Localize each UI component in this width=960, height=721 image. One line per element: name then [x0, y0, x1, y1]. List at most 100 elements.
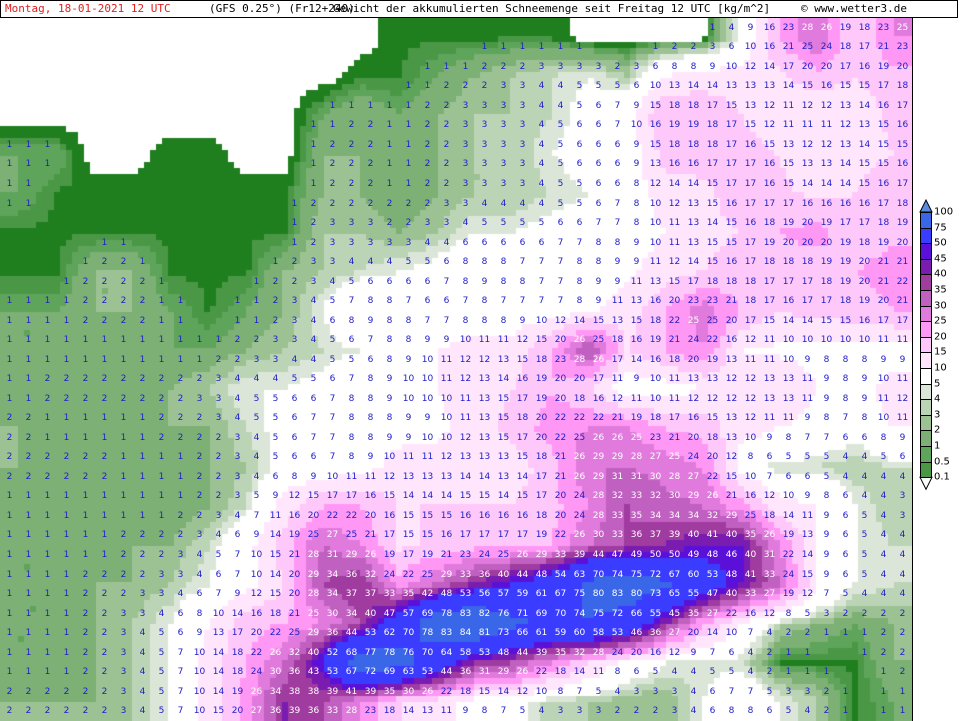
- grid-value: 17: [839, 218, 852, 229]
- grid-value: 14: [706, 81, 719, 92]
- grid-value: 4: [538, 159, 545, 170]
- grid-value: 1: [6, 374, 13, 385]
- grid-value: 1: [120, 335, 127, 346]
- copyright-link[interactable]: © www.wetter3.de: [801, 2, 907, 15]
- grid-value: 3: [177, 569, 184, 580]
- grid-value: 11: [801, 393, 814, 404]
- grid-value: 17: [706, 100, 719, 111]
- grid-value: 1: [63, 413, 70, 424]
- grid-value: 3: [519, 100, 526, 111]
- grid-value: 18: [763, 218, 776, 229]
- grid-value: 2: [101, 569, 108, 580]
- grid-value: 7: [329, 452, 336, 463]
- grid-value: 15: [706, 237, 719, 248]
- grid-value: 8: [481, 296, 488, 307]
- grid-value: 11: [630, 393, 643, 404]
- grid-value: 10: [193, 667, 206, 678]
- grid-value: 3: [519, 159, 526, 170]
- grid-value: 17: [763, 198, 776, 209]
- grid-value: 9: [747, 22, 754, 33]
- grid-value: 10: [782, 335, 795, 346]
- grid-value: 2: [443, 159, 450, 170]
- grid-value: 23: [687, 296, 700, 307]
- grid-value: 13: [611, 315, 624, 326]
- grid-value: 2: [101, 628, 108, 639]
- grid-value: 14: [839, 178, 852, 189]
- grid-value: 49: [630, 550, 643, 560]
- grid-value: 17: [744, 178, 757, 189]
- grid-value: 12: [668, 257, 681, 268]
- grid-value: 40: [364, 608, 377, 619]
- grid-value: 3: [804, 686, 811, 697]
- grid-value: 11: [478, 335, 491, 346]
- grid-value: 15: [383, 491, 396, 502]
- grid-value: 1: [899, 686, 906, 697]
- grid-value: 7: [614, 120, 621, 131]
- grid-value: 6: [633, 667, 640, 678]
- grid-value: 15: [725, 100, 738, 111]
- grid-value: 4: [196, 550, 203, 560]
- grid-value: 40: [725, 530, 738, 541]
- grid-value: 15: [744, 120, 757, 131]
- grid-value: 2: [82, 706, 89, 717]
- grid-value: 16: [725, 257, 738, 268]
- grid-value: 1: [25, 628, 32, 639]
- grid-value: 1: [177, 296, 184, 307]
- grid-value: 7: [253, 510, 260, 521]
- grid-value: 13: [497, 354, 510, 365]
- grid-value: 1: [44, 608, 51, 619]
- grid-value: 10: [383, 452, 396, 463]
- grid-value: 2: [6, 432, 13, 443]
- grid-value: 22: [554, 432, 567, 443]
- grid-value: 3: [899, 491, 906, 502]
- grid-value: 13: [497, 452, 510, 463]
- grid-value: 11: [801, 510, 814, 521]
- grid-value: 9: [614, 257, 621, 268]
- grid-value: 8: [405, 335, 412, 346]
- grid-value: 14: [706, 218, 719, 229]
- grid-value: 6: [519, 237, 526, 248]
- grid-value: 15: [269, 550, 282, 560]
- grid-value: 16: [896, 120, 909, 131]
- grid-value: 15: [725, 237, 738, 248]
- grid-value: 18: [649, 413, 662, 424]
- grid-value: 2: [82, 296, 89, 307]
- grid-value: 26: [611, 432, 624, 443]
- grid-value: 14: [497, 374, 510, 385]
- grid-value: 12: [725, 452, 738, 463]
- grid-value: 2: [329, 159, 336, 170]
- grid-value: 3: [500, 139, 507, 150]
- grid-value: 12: [801, 100, 814, 111]
- grid-value: 1: [139, 335, 146, 346]
- grid-value: 63: [402, 667, 415, 678]
- grid-value: 17: [611, 354, 624, 365]
- grid-value: 12: [725, 374, 738, 385]
- grid-value: 1: [44, 510, 51, 521]
- grid-value: 11: [649, 257, 662, 268]
- grid-value: 2: [367, 159, 374, 170]
- grid-value: 69: [535, 608, 548, 619]
- valid-date: Montag, 18-01-2021 12 UTC: [5, 2, 171, 15]
- grid-value: 20: [896, 61, 909, 72]
- grid-value: 59: [554, 628, 567, 639]
- grid-value: 2: [899, 608, 906, 619]
- grid-value: 16: [744, 218, 757, 229]
- grid-value: 8: [519, 276, 526, 287]
- grid-value: 15: [858, 159, 871, 170]
- grid-value: 5: [500, 218, 507, 229]
- grid-value: 17: [535, 471, 548, 482]
- grid-value: 14: [497, 686, 510, 697]
- grid-value: 20: [554, 393, 567, 404]
- grid-value: 2: [386, 198, 393, 209]
- grid-value: 3: [215, 510, 222, 521]
- grid-value: 2: [367, 198, 374, 209]
- grid-value: 14: [269, 569, 282, 580]
- grid-value: 1: [25, 393, 32, 404]
- grid-value: 10: [649, 81, 662, 92]
- grid-value: 83: [459, 608, 472, 619]
- grid-value: 15: [858, 178, 871, 189]
- grid-value: 21: [668, 432, 681, 443]
- grid-value: 1: [310, 139, 317, 150]
- grid-value: 7: [614, 100, 621, 111]
- grid-value: 10: [402, 374, 415, 385]
